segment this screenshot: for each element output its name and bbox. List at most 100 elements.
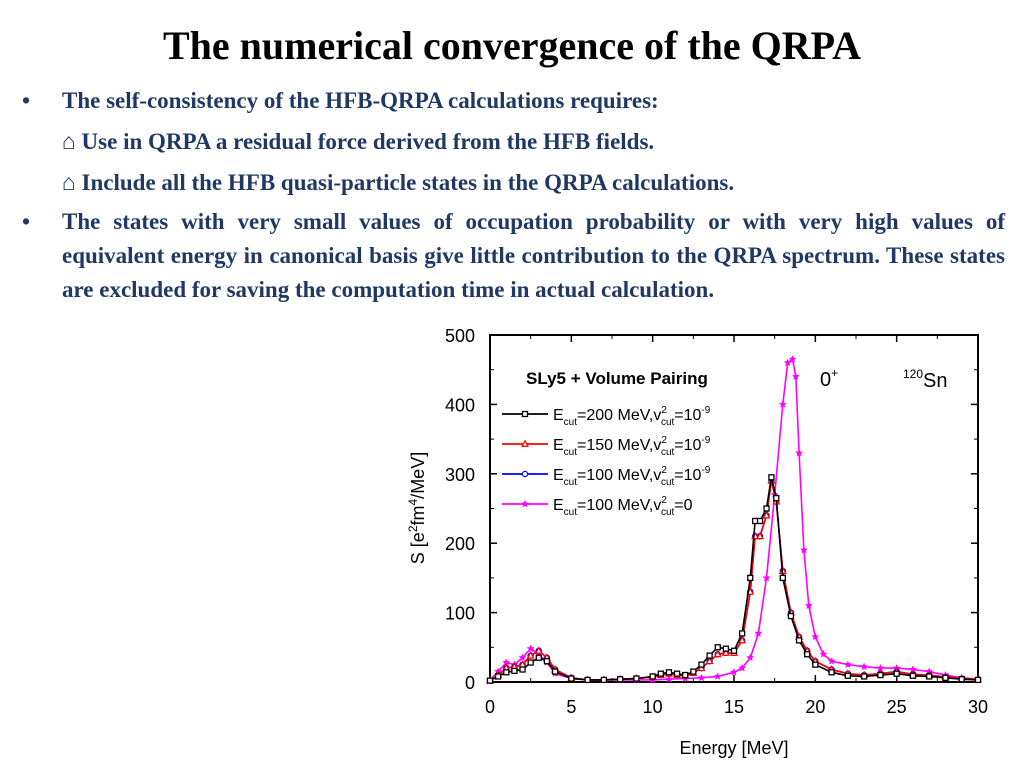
nucleus-mass-number: 120 bbox=[903, 367, 923, 381]
bullet-marker: • bbox=[22, 88, 31, 113]
data-point bbox=[942, 674, 949, 681]
sub-point-residual-force: ⌂ Use in QRPA a residual force derived f… bbox=[62, 129, 655, 154]
x-tick-label: 25 bbox=[887, 697, 907, 717]
slide-title: The numerical convergence of the QRPA bbox=[163, 23, 861, 68]
data-point bbox=[616, 676, 624, 683]
legend-label: Ecut=200 MeV,v2 cut=10-9 bbox=[553, 405, 711, 428]
data-point bbox=[762, 510, 771, 519]
data-point bbox=[756, 517, 764, 525]
data-point bbox=[812, 661, 819, 668]
x-axis-label: Energy [MeV] bbox=[679, 738, 788, 758]
data-point bbox=[843, 660, 852, 669]
data-point bbox=[754, 629, 763, 637]
data-point bbox=[860, 662, 869, 671]
bullet-text-excluded-states: The states with very small values of occ… bbox=[62, 209, 1005, 302]
x-tick-label: 10 bbox=[643, 697, 663, 717]
sub-point-quasi-particle-states: ⌂ Include all the HFB quasi-particle sta… bbox=[62, 170, 735, 195]
series-star bbox=[485, 355, 983, 684]
data-point bbox=[534, 646, 543, 654]
data-point bbox=[827, 656, 836, 665]
data-point bbox=[763, 505, 770, 512]
data-point bbox=[665, 669, 673, 676]
data-point bbox=[713, 649, 722, 658]
data-point bbox=[682, 671, 689, 679]
data-point bbox=[811, 632, 820, 641]
data-point bbox=[721, 648, 730, 656]
data-point bbox=[909, 672, 917, 679]
data-point bbox=[860, 673, 868, 680]
data-point bbox=[706, 652, 713, 659]
data-point bbox=[768, 474, 775, 481]
data-point bbox=[526, 651, 535, 659]
data-point bbox=[795, 448, 804, 457]
data-point bbox=[778, 400, 787, 408]
y-tick-label: 400 bbox=[445, 395, 475, 415]
x-tick-label: 20 bbox=[805, 697, 825, 717]
legend-label: Ecut=100 MeV,v2 cut=10-9 bbox=[553, 465, 711, 488]
multipole-annotation: 0+ bbox=[820, 366, 838, 391]
data-point bbox=[791, 372, 800, 381]
x-tick-label: 0 bbox=[485, 697, 495, 717]
y-tick-label: 100 bbox=[445, 604, 475, 624]
chart-title: SLy5 + Volume Pairing bbox=[526, 369, 708, 388]
multipole-value: 0 bbox=[820, 369, 831, 391]
data-point bbox=[746, 653, 755, 662]
data-point bbox=[568, 675, 575, 682]
data-point bbox=[893, 670, 900, 677]
data-point bbox=[747, 574, 754, 582]
legend-label: Ecut=100 MeV,v2 cut=0 bbox=[553, 495, 693, 518]
nucleus-symbol: Sn bbox=[923, 370, 947, 392]
nucleus-annotation: 120Sn bbox=[903, 367, 948, 392]
y-axis-label: S [e2fm4/MeV] bbox=[406, 452, 428, 564]
legend-marker bbox=[520, 439, 530, 447]
data-point bbox=[738, 635, 747, 644]
legend-marker bbox=[521, 470, 529, 478]
bullet-marker: • bbox=[22, 209, 31, 234]
data-point bbox=[804, 651, 811, 658]
data-point bbox=[503, 669, 510, 676]
data-point bbox=[974, 676, 982, 684]
data-point bbox=[526, 644, 535, 653]
data-point bbox=[738, 663, 747, 672]
data-point bbox=[551, 668, 559, 675]
data-point bbox=[518, 653, 527, 662]
data-point bbox=[828, 669, 835, 676]
data-point bbox=[729, 668, 739, 676]
data-point bbox=[486, 677, 494, 684]
y-tick-label: 200 bbox=[445, 534, 475, 554]
data-point bbox=[649, 673, 656, 680]
data-point bbox=[844, 672, 852, 679]
data-point bbox=[714, 644, 721, 651]
data-point bbox=[698, 661, 705, 668]
data-point bbox=[819, 649, 828, 658]
data-point bbox=[690, 668, 697, 675]
data-point bbox=[783, 358, 792, 367]
data-point bbox=[756, 531, 765, 540]
data-point bbox=[713, 672, 722, 680]
data-point bbox=[697, 673, 706, 682]
data-point bbox=[730, 647, 738, 654]
data-point bbox=[804, 601, 813, 610]
x-tick-label: 15 bbox=[724, 697, 744, 717]
data-point bbox=[762, 573, 771, 582]
data-point bbox=[494, 673, 502, 680]
data-point bbox=[705, 656, 714, 665]
x-tick-label: 5 bbox=[566, 697, 576, 717]
y-tick-label: 500 bbox=[445, 326, 475, 346]
data-point bbox=[633, 675, 640, 682]
data-point bbox=[722, 645, 730, 652]
data-point bbox=[527, 659, 534, 666]
data-point bbox=[664, 674, 673, 683]
legend-marker bbox=[521, 410, 529, 418]
legend-label: Ecut=150 MeV,v2 cut=10-9 bbox=[553, 435, 711, 458]
data-point bbox=[958, 676, 965, 683]
data-point bbox=[787, 612, 795, 620]
bullet-text-self-consistency: The self-consistency of the HFB-QRPA cal… bbox=[62, 88, 659, 113]
data-point bbox=[799, 545, 809, 554]
data-point bbox=[788, 355, 797, 363]
y-tick-label: 300 bbox=[445, 465, 475, 485]
data-point bbox=[795, 637, 803, 644]
data-point bbox=[926, 673, 933, 680]
multipole-parity: + bbox=[831, 366, 838, 380]
y-tick-label: 0 bbox=[465, 673, 475, 693]
